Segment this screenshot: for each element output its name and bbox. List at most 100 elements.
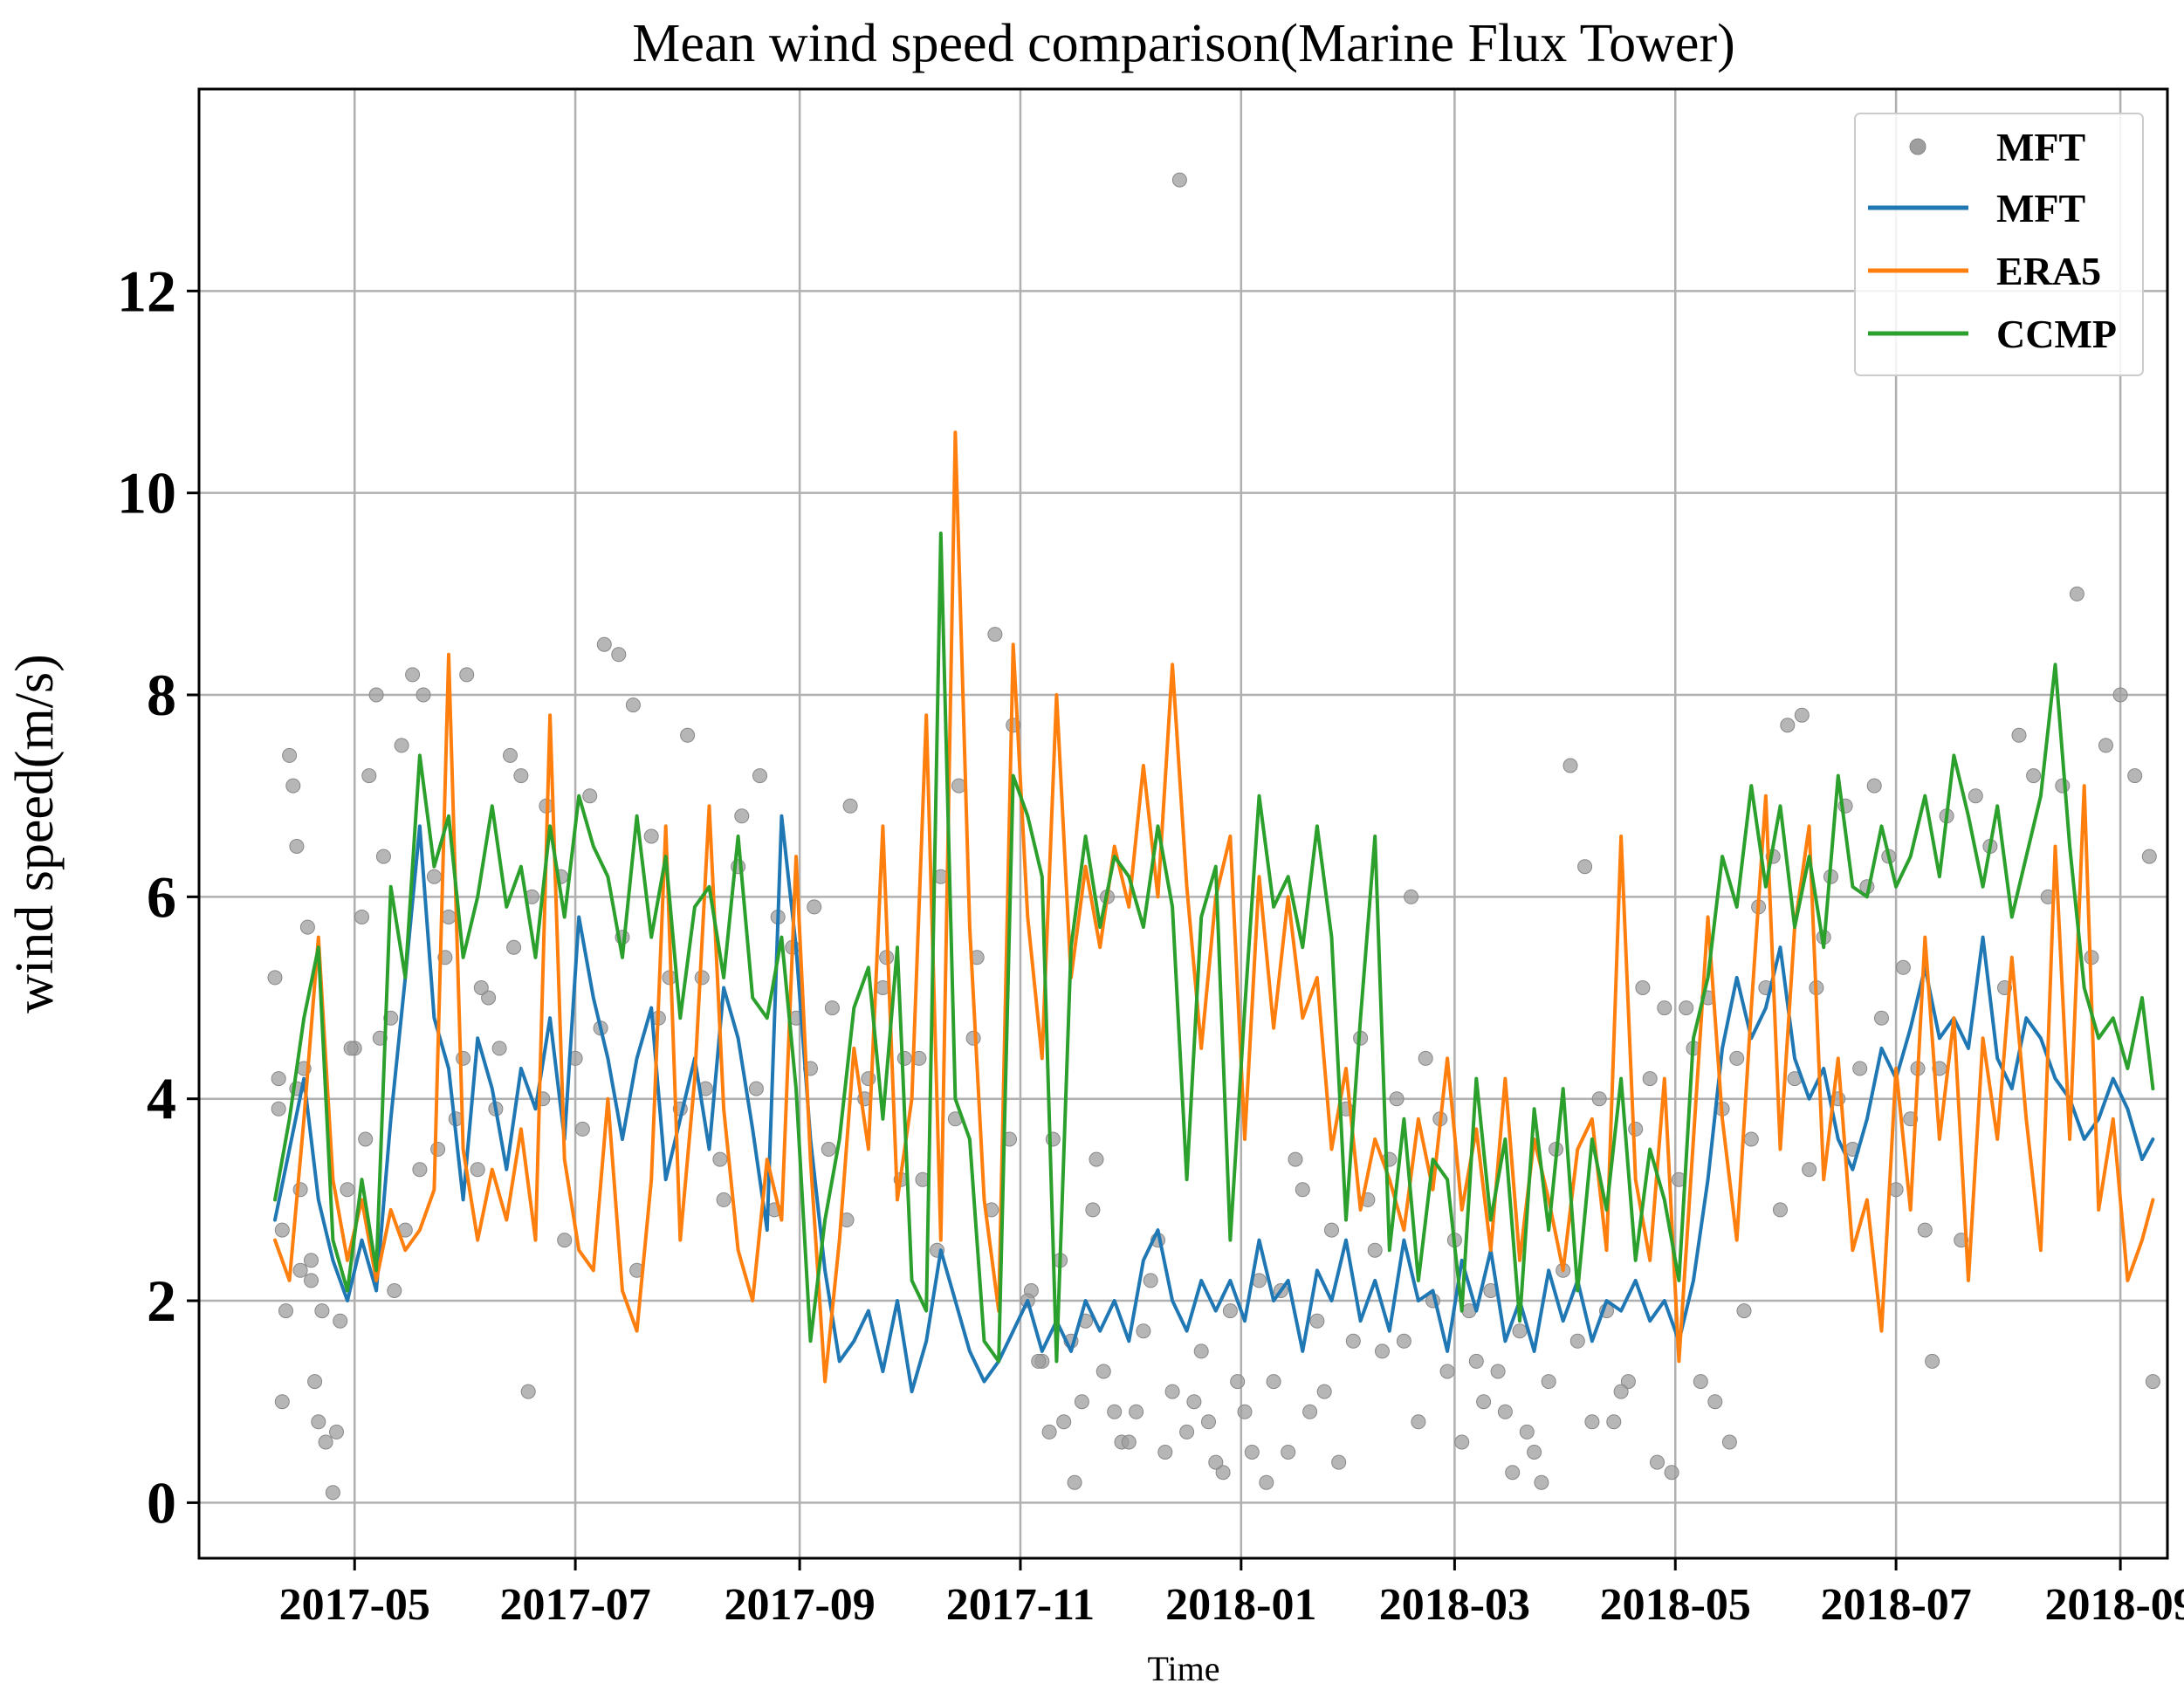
mft-scatter-point bbox=[491, 1041, 507, 1056]
mft-scatter-point bbox=[1215, 1465, 1231, 1481]
mft-scatter-point bbox=[1642, 1071, 1658, 1087]
mft-scatter-point bbox=[1031, 1353, 1047, 1369]
mft-scatter-point bbox=[1802, 1162, 1817, 1178]
x-tick-label: 2017-09 bbox=[724, 1580, 875, 1630]
mft-scatter-point bbox=[1439, 1364, 1455, 1379]
mft-scatter-point bbox=[314, 1303, 330, 1319]
mft-scatter-point bbox=[503, 747, 518, 763]
mft-scatter-point bbox=[1157, 1445, 1173, 1460]
mft-scatter-point bbox=[271, 1101, 286, 1117]
mft-scatter-point bbox=[1056, 1414, 1072, 1430]
mft-scatter-point bbox=[2011, 727, 2027, 743]
mft-scatter-point bbox=[1288, 1151, 1303, 1167]
mft-scatter-point bbox=[1222, 1303, 1238, 1319]
mft-scatter-point bbox=[1164, 1384, 1180, 1399]
mft-scatter-point bbox=[987, 627, 1003, 642]
mft-scatter-point bbox=[394, 738, 409, 753]
mft-scatter-point bbox=[1121, 1434, 1137, 1450]
mft-scatter-point bbox=[1476, 1394, 1492, 1410]
mft-scatter-point bbox=[325, 1485, 340, 1501]
mft-scatter-point bbox=[412, 1162, 428, 1178]
chart-title: Mean wind speed comparison(Marine Flux T… bbox=[632, 14, 1735, 73]
mft-scatter-point bbox=[1107, 1404, 1123, 1419]
mft-scatter-point bbox=[1895, 959, 1911, 975]
x-tick-label: 2018-09 bbox=[2044, 1580, 2184, 1630]
mft-scatter-point bbox=[643, 828, 659, 844]
mft-scatter-point bbox=[1089, 1151, 1104, 1167]
mft-scatter-point bbox=[456, 1050, 471, 1066]
mft-scatter-point bbox=[459, 667, 475, 683]
mft-scatter-point bbox=[1454, 1434, 1470, 1450]
mft-scatter-point bbox=[1569, 1333, 1585, 1349]
mft-scatter-point bbox=[1295, 1182, 1310, 1198]
legend-label-mft-scatter: MFT bbox=[1996, 125, 2085, 169]
x-tick-label: 2018-01 bbox=[1165, 1580, 1316, 1630]
mft-scatter-point bbox=[304, 1253, 319, 1268]
x-tick-label: 2018-03 bbox=[1379, 1580, 1530, 1630]
mft-scatter-point bbox=[1316, 1384, 1332, 1399]
mft-scatter-point bbox=[1266, 1374, 1281, 1390]
mft-scatter-point bbox=[1541, 1374, 1556, 1390]
mft-scatter-point bbox=[1309, 1313, 1325, 1329]
mft-scatter-point bbox=[267, 970, 283, 986]
y-tick-label: 12 bbox=[117, 258, 176, 324]
mft-scatter-point bbox=[1874, 1010, 1889, 1026]
mft-scatter-point bbox=[680, 727, 696, 743]
mft-scatter-point bbox=[1171, 172, 1187, 188]
mft-scatter-point bbox=[358, 1131, 374, 1147]
mft-scatter-point bbox=[470, 1162, 485, 1178]
mft-scatter-point bbox=[1591, 1091, 1607, 1107]
plot-frame bbox=[197, 87, 2169, 1560]
mft-scatter-point bbox=[1143, 1273, 1158, 1288]
mft-line-series bbox=[273, 814, 2155, 1394]
mft-scatter-point bbox=[1577, 859, 1593, 875]
mft-scatter-point bbox=[430, 1142, 446, 1157]
mft-scatter-point bbox=[416, 687, 431, 703]
mft-scatter-point bbox=[405, 667, 421, 683]
y-axis-label: wind speed(m/s) bbox=[5, 654, 65, 1013]
mft-scatter-point bbox=[304, 1273, 319, 1288]
mft-scatter-point bbox=[1679, 1000, 1694, 1016]
y-tick-label: 10 bbox=[117, 460, 176, 526]
mft-scatter-point bbox=[2098, 738, 2113, 753]
mft-scatter-point bbox=[274, 1222, 290, 1238]
legend-box bbox=[1854, 113, 2144, 376]
mft-scatter-point bbox=[473, 980, 489, 995]
mft-scatter-point bbox=[557, 1233, 573, 1248]
mft-scatter-point bbox=[506, 939, 522, 955]
x-tick-label: 2017-07 bbox=[499, 1580, 650, 1630]
mft-scatter-point bbox=[716, 1192, 731, 1207]
mft-scatter-point bbox=[1620, 1374, 1636, 1390]
mft-scatter-point bbox=[582, 788, 598, 804]
mft-scatter-point bbox=[1527, 1445, 1542, 1460]
mft-scatter-point bbox=[712, 1151, 728, 1167]
mft-scatter-point bbox=[574, 1121, 590, 1137]
mft-scatter-point bbox=[2127, 768, 2143, 784]
mft-scatter-point bbox=[292, 1262, 308, 1278]
mft-scatter-point bbox=[1736, 1303, 1752, 1319]
ccmp-line-series bbox=[273, 531, 2155, 1364]
mft-scatter-point bbox=[1345, 1333, 1361, 1349]
mft-scatter-point bbox=[282, 747, 298, 763]
mft-scatter-point bbox=[1208, 1454, 1224, 1470]
mft-scatter-point bbox=[1331, 1454, 1347, 1470]
mft-scatter-point bbox=[375, 849, 391, 864]
mft-scatter-point bbox=[333, 1313, 348, 1329]
y-tick-label: 4 bbox=[147, 1066, 176, 1132]
x-tick-label: 2017-05 bbox=[279, 1580, 430, 1630]
mft-scatter-point bbox=[1193, 1343, 1209, 1359]
x-tick-label: 2018-07 bbox=[1820, 1580, 1971, 1630]
mft-scatter-point bbox=[354, 910, 369, 924]
mft-scatter-point bbox=[343, 1041, 359, 1056]
mft-scatter-point bbox=[596, 636, 612, 652]
mft-scatter-point bbox=[2141, 849, 2157, 864]
mft-scatter-point bbox=[311, 1414, 326, 1430]
y-tick-label: 0 bbox=[147, 1469, 176, 1536]
mft-scatter-point bbox=[1562, 758, 1578, 773]
mft-scatter-point bbox=[842, 798, 858, 814]
mft-scatter-point bbox=[1389, 1091, 1404, 1107]
mft-scatter-point bbox=[307, 1374, 323, 1390]
x-tick-label: 2018-05 bbox=[1600, 1580, 1751, 1630]
mft-scatter-point bbox=[896, 1050, 912, 1066]
